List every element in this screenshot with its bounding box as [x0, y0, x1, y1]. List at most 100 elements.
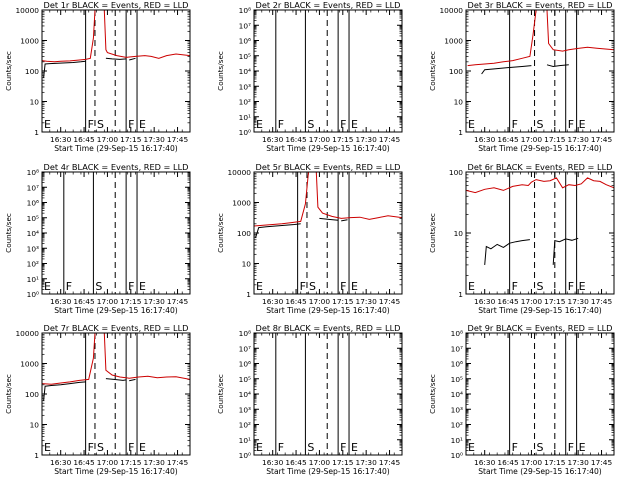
x-tick-label: 16:30	[50, 135, 72, 144]
x-tick-label: 17:15	[332, 135, 354, 144]
marker-label: E	[579, 441, 586, 454]
plot-frame	[41, 9, 191, 133]
x-axis-label: Start Time (29-Sep-15 16:17:40)	[54, 467, 178, 476]
marker-label: F	[88, 441, 94, 454]
x-tick-label: 17:15	[332, 297, 354, 306]
panel-det-7: Det 7r BLACK = Events, RED = LLD 1 10 100 10…	[4, 323, 191, 476]
panel-det-1: Det 1r BLACK = Events, RED = LLD 1 10 100 10…	[4, 0, 191, 153]
x-tick-label: 17:30	[356, 135, 378, 144]
y-tick-label: 10⁶	[239, 37, 251, 46]
y-tick-label: 10⁴	[27, 229, 39, 238]
y-tick-label: 10⁰	[451, 451, 463, 460]
x-tick-label: 17:15	[544, 458, 566, 467]
y-tick-label: 100	[25, 67, 39, 76]
x-axis-label: Start Time (29-Sep-15 16:17:40)	[54, 306, 178, 315]
x-tick-label: 16:45	[497, 135, 519, 144]
marker-label: F	[278, 118, 284, 131]
series-group	[466, 177, 614, 265]
chart-title: Det 3r BLACK = Events, RED = LLD	[468, 0, 613, 10]
marker-label: E	[351, 280, 358, 293]
x-tick-label: 16:45	[285, 135, 307, 144]
marker-label: E	[139, 118, 146, 131]
y-axis-label: Counts/sec	[428, 51, 437, 91]
marker-label: S	[307, 441, 314, 454]
series-line-events	[43, 381, 86, 401]
chart-title: Det 9r BLACK = Events, RED = LLD	[468, 323, 613, 333]
y-tick-label: 10³	[239, 82, 251, 91]
plot-frame	[253, 332, 403, 456]
x-tick-label: 16:30	[262, 458, 284, 467]
y-tick-label: 10⁶	[451, 360, 463, 369]
x-tick-label: 16:30	[262, 135, 284, 144]
series-line-events	[105, 378, 127, 381]
marker-label: F	[66, 280, 72, 293]
x-axis-label: Start Time (29-Sep-15 16:17:40)	[266, 467, 390, 476]
series-line-events	[43, 60, 86, 78]
y-tick-label: 100	[449, 168, 463, 177]
x-tick-label: 17:00	[309, 297, 331, 306]
series-line-events	[255, 223, 301, 238]
x-tick-label: 17:45	[591, 135, 613, 144]
panel-det-4: Det 4r BLACK = Events, RED = LLD 10⁰ 10¹ 10…	[4, 162, 191, 315]
x-axis-label: Start Time (29-Sep-15 16:17:40)	[54, 144, 178, 153]
chart-title: Det 1r BLACK = Events, RED = LLD	[44, 0, 189, 10]
y-tick-label: 10²	[27, 260, 39, 269]
x-tick-label: 17:15	[120, 135, 142, 144]
x-axis-label: Start Time (29-Sep-15 16:17:40)	[266, 144, 390, 153]
y-tick-label: 1	[458, 128, 463, 137]
y-tick-label: 10	[242, 260, 252, 269]
x-tick-label: 17:30	[144, 135, 166, 144]
x-tick-label: 17:15	[332, 458, 354, 467]
marker-label: F	[340, 118, 346, 131]
series-line-events	[341, 219, 348, 222]
marker-label: E	[139, 280, 146, 293]
series-line-lld	[42, 10, 190, 63]
series-line-lld	[466, 177, 614, 194]
marker-label: E	[351, 118, 358, 131]
marker-label: S	[95, 280, 102, 293]
y-tick-label: 100	[237, 229, 251, 238]
marker-label: F	[568, 441, 574, 454]
x-tick-label: 17:45	[167, 297, 189, 306]
x-tick-label: 17:45	[379, 135, 401, 144]
x-tick-label: 17:15	[544, 135, 566, 144]
x-tick-label: 17:00	[521, 458, 543, 467]
series-line-events	[481, 65, 532, 75]
marker-label: E	[579, 118, 586, 131]
y-tick-label: 10⁸	[451, 329, 463, 338]
y-tick-label: 1000	[20, 360, 39, 369]
y-tick-label: 10²	[239, 98, 251, 107]
y-axis-label: Counts/sec	[216, 374, 225, 414]
x-tick-label: 17:30	[568, 458, 590, 467]
plot-frame	[465, 332, 615, 456]
y-tick-label: 10⁷	[239, 344, 251, 353]
marker-label: S	[537, 441, 544, 454]
marker-label: E	[256, 118, 263, 131]
y-tick-label: 1000	[20, 37, 39, 46]
panel-det-9: Det 9r BLACK = Events, RED = LLD 10⁰ 10¹ 10…	[428, 323, 615, 476]
y-tick-label: 10⁷	[27, 183, 39, 192]
x-tick-label: 16:45	[497, 458, 519, 467]
x-tick-label: 16:30	[50, 458, 72, 467]
y-tick-label: 10	[30, 98, 40, 107]
series-group	[467, 10, 614, 75]
y-tick-label: 10⁸	[239, 329, 251, 338]
x-tick-label: 17:45	[379, 297, 401, 306]
marker-label: S	[307, 118, 314, 131]
x-tick-label: 17:15	[120, 297, 142, 306]
plot-frame	[253, 171, 403, 295]
y-axis-label: Counts/sec	[216, 51, 225, 91]
marker-label: F	[512, 280, 518, 293]
y-axis-label: Counts/sec	[428, 213, 437, 253]
marker-label: E	[468, 441, 475, 454]
y-tick-label: 1000	[444, 37, 463, 46]
x-tick-label: 17:15	[544, 297, 566, 306]
x-tick-label: 17:45	[379, 458, 401, 467]
series-group	[42, 333, 190, 401]
series-line-lld	[254, 172, 402, 227]
y-tick-label: 1000	[232, 199, 251, 208]
y-tick-label: 10³	[239, 405, 251, 414]
plot-frame	[253, 9, 403, 133]
y-tick-label: 10000	[15, 6, 39, 15]
y-tick-label: 10⁸	[27, 168, 39, 177]
